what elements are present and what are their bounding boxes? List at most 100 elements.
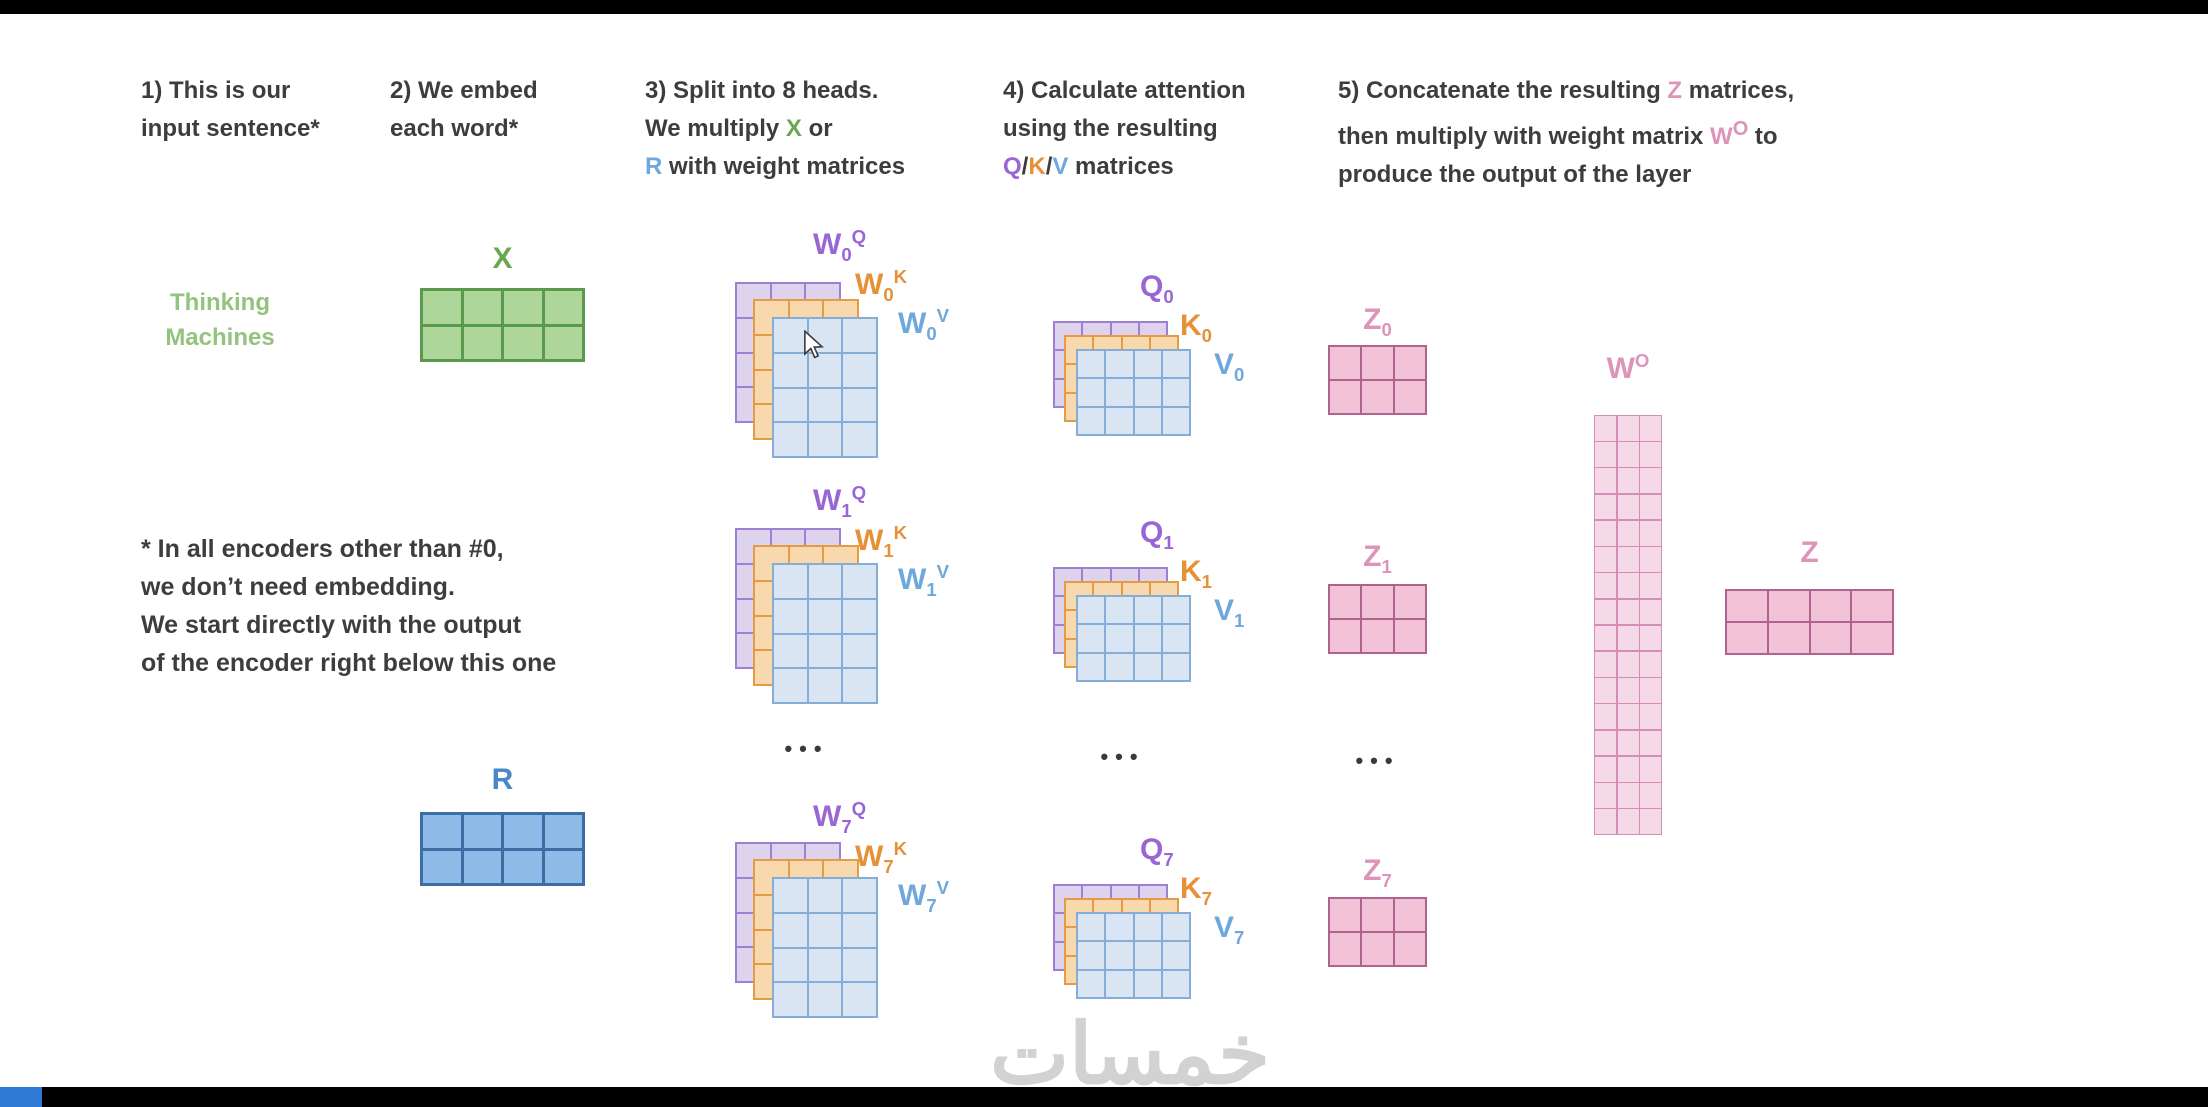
z-sub: 0: [1381, 319, 1392, 340]
wo-base: W: [1710, 123, 1733, 150]
step1-line2: input sentence*: [141, 115, 320, 142]
k-sub: 0: [1201, 325, 1213, 346]
k-base: K: [1180, 872, 1202, 905]
v0-matrix: [1076, 349, 1191, 436]
input-words-label: Thinking Machines: [140, 285, 300, 355]
step2-line2: each word*: [390, 115, 519, 142]
step1-line1: 1) This is our: [141, 77, 291, 104]
w-sup: V: [936, 305, 950, 326]
k-symbol-inline: K: [1028, 153, 1046, 180]
wo-base: W: [1606, 352, 1635, 385]
w-base: W: [855, 524, 884, 557]
r-label-text: R: [491, 763, 514, 796]
step4-line3-tail: matrices: [1068, 153, 1174, 180]
step3-heading: 3) Split into 8 heads. We multiply X or …: [645, 72, 905, 186]
q-symbol-inline: Q: [1003, 153, 1022, 180]
z-base: Z: [1363, 540, 1382, 573]
x-matrix: [420, 288, 585, 362]
z7-label: Z7: [1328, 854, 1427, 892]
step3-line2-text: We multiply: [645, 115, 786, 142]
video-progress-segment[interactable]: [0, 1087, 42, 1107]
note-line2: we don’t need embedding.: [141, 573, 455, 601]
v1-matrix: [1076, 595, 1191, 682]
w-sup: Q: [851, 798, 867, 819]
w1-v-weight-matrix: [772, 563, 878, 704]
w-sub: 1: [926, 579, 937, 600]
k-sub: 7: [1201, 888, 1213, 909]
w0v-label: W0V: [898, 305, 949, 345]
step3-line2-tail: or: [801, 115, 833, 142]
w1k-label: W1K: [855, 522, 907, 562]
v-sub: 0: [1234, 364, 1245, 385]
step4-line3: Q/K/V matrices: [1003, 148, 1246, 186]
slash2: /: [1045, 153, 1053, 180]
x-symbol-inline: X: [785, 115, 802, 142]
wo-symbol-inline: WO: [1710, 118, 1748, 150]
q-sub: 1: [1163, 532, 1174, 553]
step3-line3: R with weight matrices: [645, 148, 905, 186]
k7-label: K7: [1180, 872, 1212, 910]
watermark-text: خمسات: [989, 1007, 1271, 1101]
word-thinking: Thinking: [170, 289, 270, 316]
w7v-label: W7V: [898, 877, 949, 917]
k0-label: K0: [1180, 309, 1212, 347]
note-line4: of the encoder right below this one: [141, 649, 557, 677]
step3-line2: We multiply X or: [645, 110, 905, 148]
step3-line1: 3) Split into 8 heads.: [645, 77, 879, 104]
step3-line3-text: with weight matrices: [662, 153, 906, 180]
q-sub: 0: [1163, 286, 1174, 307]
q1-label: Q1: [1140, 516, 1174, 554]
z-final-matrix: [1725, 589, 1894, 655]
w-sup: K: [893, 838, 908, 859]
w1q-label: W1Q: [813, 482, 866, 522]
wo-sup: O: [1732, 118, 1749, 140]
z-base: Z: [1363, 303, 1382, 336]
w-sub: 1: [883, 540, 894, 561]
v-base: V: [1214, 911, 1235, 944]
q0-label: Q0: [1140, 270, 1174, 308]
w-sub: 0: [841, 244, 852, 265]
w-sup: Q: [851, 482, 867, 503]
q7-label: Q7: [1140, 833, 1174, 871]
w7-v-weight-matrix: [772, 877, 878, 1018]
step2-line1: 2) We embed: [390, 77, 538, 104]
w0q-label: W0Q: [813, 226, 866, 266]
z1-matrix: [1328, 584, 1427, 654]
step5-line1-tail: matrices,: [1682, 77, 1795, 104]
z-sub: 7: [1381, 870, 1392, 891]
step4-heading: 4) Calculate attention using the resulti…: [1003, 72, 1246, 186]
k-base: K: [1180, 309, 1202, 342]
z-sub: 1: [1381, 556, 1392, 577]
w0-v-weight-matrix: [772, 317, 878, 458]
w-base: W: [898, 307, 927, 340]
step5-line1-text: 5) Concatenate the resulting: [1338, 77, 1668, 104]
q-sub: 7: [1163, 849, 1174, 870]
w-base: W: [855, 268, 884, 301]
r-symbol-inline: R: [645, 153, 663, 180]
z1-label: Z1: [1328, 540, 1427, 578]
ellipsis-weights: •••: [784, 736, 829, 761]
wo-label: WO: [1594, 350, 1662, 386]
w-sup: Q: [851, 226, 867, 247]
w7q-label: W7Q: [813, 798, 866, 838]
w1v-label: W1V: [898, 561, 949, 601]
ellipsis-z: •••: [1355, 748, 1400, 773]
z-final-base: Z: [1800, 536, 1819, 569]
q-base: Q: [1140, 270, 1164, 303]
w-sup: V: [936, 561, 950, 582]
v7-label: V7: [1214, 911, 1244, 949]
k-base: K: [1180, 555, 1202, 588]
v-sub: 7: [1234, 927, 1245, 948]
w-sup: K: [893, 522, 908, 543]
wo-matrix: [1594, 415, 1662, 835]
w-base: W: [898, 879, 927, 912]
z-final-label: Z: [1725, 536, 1894, 570]
step1-heading: 1) This is our input sentence*: [141, 72, 320, 148]
w-sub: 7: [841, 816, 852, 837]
w-sub: 1: [841, 500, 852, 521]
v-sub: 1: [1234, 610, 1245, 631]
step5-line3: produce the output of the layer: [1338, 161, 1692, 188]
w-base: W: [898, 563, 927, 596]
w-sub: 0: [926, 323, 937, 344]
note-line1: * In all encoders other than #0,: [141, 535, 504, 563]
